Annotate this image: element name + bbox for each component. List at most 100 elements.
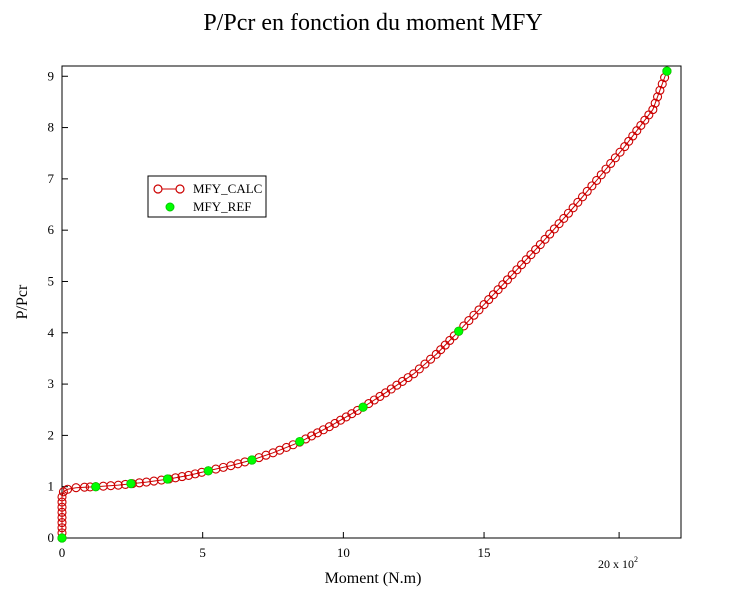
data-point-ref bbox=[247, 455, 257, 465]
data-point-calc bbox=[498, 280, 508, 290]
data-point-calc bbox=[502, 275, 513, 285]
data-point-calc bbox=[464, 316, 474, 326]
y-tick-label: 3 bbox=[48, 376, 55, 391]
y-tick-label: 0 bbox=[48, 530, 55, 545]
data-point-calc bbox=[577, 192, 588, 202]
data-point-calc bbox=[57, 523, 67, 533]
data-point-calc bbox=[484, 295, 494, 305]
y-axis: 0 1 2 3 4 5 6 7 8 9 bbox=[48, 68, 68, 545]
data-point-ref bbox=[662, 66, 672, 76]
data-point-calc bbox=[57, 497, 67, 507]
chart-title: P/Pcr en fonction du moment MFY bbox=[203, 10, 542, 36]
data-point-calc bbox=[57, 507, 67, 517]
data-point-calc bbox=[57, 502, 67, 512]
series-line bbox=[61, 70, 668, 538]
series-mfy-calc bbox=[57, 66, 672, 543]
x-tick-label: 15 bbox=[478, 545, 491, 560]
data-point-ref bbox=[203, 466, 213, 476]
data-point-calc bbox=[517, 260, 527, 270]
legend: MFY_CALC MFY_REF bbox=[147, 175, 267, 218]
y-axis-label: P/Pcr bbox=[14, 284, 31, 319]
data-point-calc bbox=[414, 364, 424, 374]
data-point-calc bbox=[426, 354, 436, 364]
x-multiplier-base: 20 x 10 bbox=[598, 557, 634, 571]
plot-frame bbox=[61, 65, 682, 539]
data-point-calc bbox=[610, 153, 620, 163]
data-point-calc bbox=[431, 349, 441, 359]
x-tick-label: 5 bbox=[199, 545, 206, 560]
data-point-calc bbox=[57, 512, 67, 523]
data-point-calc bbox=[563, 208, 574, 218]
data-point-calc bbox=[545, 229, 555, 239]
data-point-ref bbox=[126, 479, 136, 489]
data-point-calc bbox=[488, 290, 498, 300]
data-point-calc bbox=[549, 224, 559, 234]
data-point-calc bbox=[420, 359, 430, 369]
data-point-calc bbox=[474, 305, 484, 315]
data-point-calc bbox=[526, 250, 536, 260]
x-axis-label: Moment (N.m) bbox=[325, 570, 422, 587]
data-point-calc bbox=[79, 482, 90, 492]
data-point-calc bbox=[582, 186, 592, 196]
data-point-calc bbox=[592, 175, 602, 185]
y-tick-label: 1 bbox=[48, 479, 55, 494]
data-point-calc bbox=[521, 255, 531, 265]
data-point-calc bbox=[493, 285, 503, 295]
legend-ref-label: MFY_REF bbox=[193, 199, 252, 214]
legend-calc-label: MFY_CALC bbox=[193, 181, 262, 196]
data-point-calc bbox=[657, 79, 667, 89]
data-point-ref bbox=[162, 474, 173, 484]
y-tick-label: 7 bbox=[48, 171, 55, 186]
y-tick-label: 5 bbox=[48, 273, 55, 288]
data-point-calc bbox=[113, 480, 123, 490]
data-point-calc bbox=[63, 484, 73, 494]
data-point-calc bbox=[57, 518, 67, 528]
data-point-calc bbox=[615, 147, 625, 157]
data-point-calc bbox=[540, 234, 550, 244]
y-tick-label: 9 bbox=[48, 68, 55, 83]
data-point-calc bbox=[587, 181, 597, 191]
data-point-calc bbox=[535, 239, 545, 250]
legend-ref-marker bbox=[165, 202, 175, 212]
svg-text:20 x 102: 20 x 102 bbox=[598, 555, 638, 571]
data-point-calc bbox=[568, 203, 578, 213]
data-point-calc bbox=[531, 245, 541, 255]
data-point-calc bbox=[512, 265, 522, 275]
x-tick-label: 10 bbox=[337, 545, 350, 560]
y-tick-label: 8 bbox=[48, 120, 55, 135]
data-point-calc bbox=[459, 321, 469, 331]
data-point-calc bbox=[507, 270, 517, 280]
legend-calc-marker-right bbox=[175, 184, 185, 194]
data-point-calc bbox=[469, 310, 479, 320]
x-multiplier-exponent: 2 bbox=[634, 555, 638, 564]
data-point-calc bbox=[233, 459, 243, 469]
data-point-calc bbox=[184, 470, 194, 480]
data-point-calc bbox=[655, 85, 665, 95]
y-tick-label: 4 bbox=[48, 325, 55, 340]
data-point-calc bbox=[606, 158, 616, 169]
data-point-calc bbox=[554, 219, 564, 229]
data-point-calc bbox=[559, 213, 569, 224]
data-point-calc bbox=[652, 92, 663, 102]
x-multiplier: 20 x 102 bbox=[598, 555, 638, 571]
data-point-ref bbox=[57, 533, 67, 543]
data-point-calc bbox=[190, 469, 200, 479]
data-point-ref bbox=[358, 402, 368, 412]
data-point-calc bbox=[479, 300, 489, 310]
data-point-calc bbox=[57, 492, 67, 502]
data-point-calc bbox=[601, 164, 611, 174]
data-point-calc bbox=[596, 170, 606, 180]
x-tick-label: 0 bbox=[59, 545, 66, 560]
data-point-calc bbox=[409, 369, 419, 379]
y-tick-label: 6 bbox=[48, 222, 55, 237]
data-point-calc bbox=[226, 461, 236, 471]
legend-calc-marker-left bbox=[153, 184, 163, 194]
data-point-calc bbox=[177, 472, 187, 482]
x-axis: 0 5 10 15 bbox=[59, 532, 620, 560]
series-mfy-ref bbox=[57, 66, 672, 543]
data-point-calc bbox=[648, 105, 658, 115]
data-point-ref bbox=[295, 436, 305, 447]
data-point-calc bbox=[573, 197, 583, 207]
y-tick-label: 2 bbox=[48, 427, 55, 442]
